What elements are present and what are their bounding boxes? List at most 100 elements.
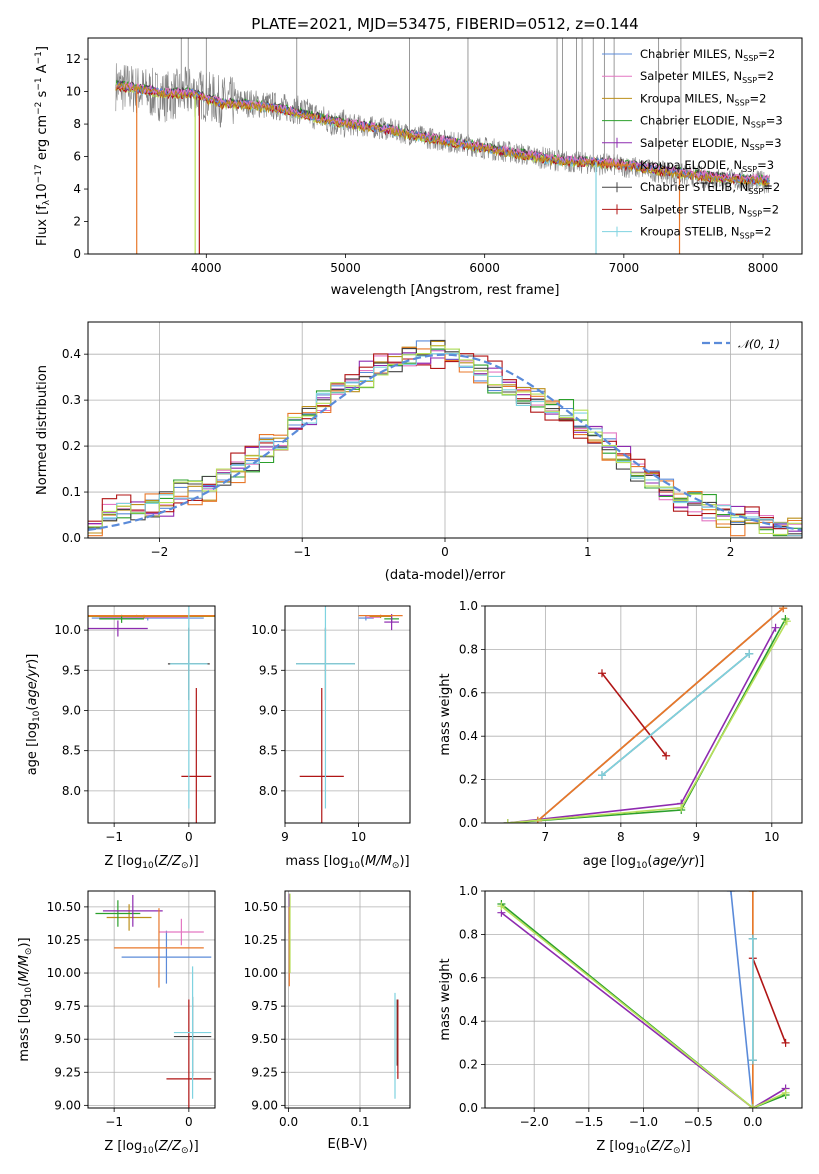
age_vs_mass-frame xyxy=(284,605,411,824)
weight_vs_Z-line xyxy=(500,905,786,1108)
age_vs_mass-ytick-label: 9.0 xyxy=(259,703,278,717)
residuals-ytick-label: 0.2 xyxy=(62,439,81,453)
mass_vs_ebv-ytick-label: 9.75 xyxy=(251,999,278,1013)
mass_vs_Z-ytick-label: 10.25 xyxy=(47,933,81,947)
age_vs_Z-ytick-label: 8.0 xyxy=(62,784,81,798)
age_vs_Z-ytick-label: 9.5 xyxy=(62,663,81,677)
residuals-ytick-label: 0.3 xyxy=(62,393,81,407)
weight_vs_Z-xtick-label: −1.5 xyxy=(574,1115,603,1129)
legend-entry: Kroupa MILES, NSSP=2 xyxy=(640,91,766,107)
weight_vs_age-marker xyxy=(597,771,606,780)
mass_vs_ebv-xtick-label: 0.1 xyxy=(350,1115,369,1129)
weight_vs_Z-xtick-label: −2.0 xyxy=(520,1115,549,1129)
weight_vs_age-ytick-label: 0.2 xyxy=(459,773,478,787)
weight_vs_Z-line xyxy=(730,891,754,1108)
residuals-xtick-label: 2 xyxy=(727,545,735,559)
residuals-xtick-label: −2 xyxy=(151,545,169,559)
mass_vs_ebv-ytick-label: 10.50 xyxy=(244,900,278,914)
spectrum-xtick-label: 5000 xyxy=(330,261,361,275)
spectrum-xtick-label: 7000 xyxy=(609,261,640,275)
residual-histogram xyxy=(88,345,802,535)
residual-histogram xyxy=(88,353,802,537)
age_vs_mass-xtick-label: 9 xyxy=(281,830,289,844)
spectrum-ytick-label: 2 xyxy=(73,215,81,229)
weight_vs_age-ytick-label: 1.0 xyxy=(459,599,478,613)
age_vs_Z-xtick-label: −1 xyxy=(105,830,123,844)
mass_vs_Z-ytick-label: 10.50 xyxy=(47,900,81,914)
residuals-ylabel: Normed distribution xyxy=(35,365,50,495)
mass_vs_Z-ytick-label: 10.00 xyxy=(47,966,81,980)
weight_vs_age-marker xyxy=(771,623,780,632)
weight_vs_Z-marker xyxy=(726,891,735,895)
weight_vs_age-frame xyxy=(484,605,803,824)
weight_vs_Z-marker xyxy=(497,902,506,911)
weight_vs_age-marker xyxy=(779,606,788,613)
age_vs_mass-xtick-label: 10 xyxy=(351,830,366,844)
mass-vs-Z-ylabel: mass [log10(M/M⊙)] xyxy=(17,937,34,1061)
age_vs_mass-ytick-label: 9.5 xyxy=(259,663,278,677)
weight_vs_Z-xtick-label: −0.5 xyxy=(684,1115,713,1129)
age_vs_Z-ytick-label: 8.5 xyxy=(62,744,81,758)
weight_vs_age-line xyxy=(537,607,784,822)
mass-vs-ebv-xlabel: E(B-V) xyxy=(327,1137,367,1152)
weight_vs_Z-xtick-label: 0.0 xyxy=(743,1115,762,1129)
age_vs_Z-xtick-label: 0 xyxy=(185,830,193,844)
spectrum-ytick-label: 0 xyxy=(73,247,81,261)
legend-normal-label: 𝒩(0, 1) xyxy=(738,337,780,351)
weight_vs_Z-ytick-label: 0.8 xyxy=(459,927,478,941)
legend-entry: Salpeter STELIB, NSSP=2 xyxy=(640,202,779,218)
weight_vs_age-line xyxy=(601,653,750,776)
mass_vs_ebv-ytick-label: 9.00 xyxy=(251,1098,278,1112)
weight_vs_age-marker xyxy=(781,615,790,624)
weight_vs_age-ytick-label: 0.8 xyxy=(459,642,478,656)
weight_vs_Z-ytick-label: 0.4 xyxy=(459,1014,478,1028)
weight_vs_age-ytick-label: 0.6 xyxy=(459,686,478,700)
mass_vs_Z-ytick-label: 9.50 xyxy=(54,1032,81,1046)
age_vs_mass-ytick-label: 8.5 xyxy=(259,744,278,758)
residuals-ytick-label: 0.0 xyxy=(62,531,81,545)
residuals-ytick-label: 0.1 xyxy=(62,485,81,499)
spectrum-xlabel: wavelength [Angstrom, rest frame] xyxy=(331,283,560,298)
mass_vs_ebv-frame xyxy=(284,890,411,1109)
weight_vs_Z-marker xyxy=(748,1104,757,1108)
mass_vs_ebv-xtick-label: 0.0 xyxy=(279,1115,298,1129)
mass_vs_Z-frame xyxy=(87,890,216,1109)
weight_vs_Z-ylabel: mass weight xyxy=(438,958,453,1040)
weight_vs_Z-line xyxy=(752,958,787,1044)
weight_vs_age-marker xyxy=(503,819,512,823)
age-vs-mass-xlabel: mass [log10(M/M⊙)] xyxy=(285,854,409,871)
weight_vs_age-xtick-label: 10 xyxy=(764,830,779,844)
age-vs-Z-xlabel: Z [log10(Z/Z⊙)] xyxy=(104,854,198,871)
legend-entry: Kroupa ELODIE, NSSP=3 xyxy=(640,158,774,174)
spectrum-ytick-label: 12 xyxy=(66,52,81,66)
residuals-xtick-label: 0 xyxy=(441,545,449,559)
age_vs_mass-axes: 9 10 8.0 8.5 9.0 9.5 10.0 xyxy=(251,606,410,844)
mass_vs_ebv-ytick-label: 10.00 xyxy=(244,966,278,980)
spectrum-ylabel: Flux [fλ10−17 erg cm−2 s−1 A−1] xyxy=(34,46,52,246)
legend-entry: Chabrier ELODIE, NSSP=3 xyxy=(640,114,783,130)
mass_vs_Z-ytick-label: 9.25 xyxy=(54,1065,81,1079)
residuals-xtick-label: 1 xyxy=(584,545,592,559)
spectrum-ytick-label: 8 xyxy=(73,117,81,131)
mass_vs_Z-ytick-label: 9.75 xyxy=(54,999,81,1013)
spectrum-frame xyxy=(87,37,803,255)
weight_vs_age-ytick-label: 0.4 xyxy=(459,729,478,743)
mass-vs-Z-xlabel: Z [log10(Z/Z⊙)] xyxy=(104,1139,198,1156)
figure-title: PLATE=2021, MJD=53475, FIBERID=0512, z=0… xyxy=(251,15,638,33)
weight_vs_age-ylabel: mass weight xyxy=(438,673,453,755)
residuals-frame xyxy=(87,321,803,539)
spectrum-xtick-label: 8000 xyxy=(748,261,779,275)
age_vs_mass-ytick-label: 8.0 xyxy=(259,784,278,798)
mass_vs_Z-xtick-label: −1 xyxy=(105,1115,123,1129)
mass_vs_ebv-ytick-label: 9.50 xyxy=(251,1032,278,1046)
weight_vs_Z-ytick-label: 0.2 xyxy=(459,1058,478,1072)
spectrum-axes: 4000 5000 6000 7000 8000 0 2 4 6 8 10 12 xyxy=(66,52,779,275)
weight_vs_age-xtick-label: 9 xyxy=(693,830,701,844)
weight_vs_Z-line xyxy=(500,903,786,1108)
spectrum-xtick-label: 4000 xyxy=(191,261,222,275)
age_vs_mass-ytick-label: 10.0 xyxy=(251,623,278,637)
weight_vs_age-line xyxy=(601,672,667,757)
weight_vs_Z-marker xyxy=(748,891,757,895)
